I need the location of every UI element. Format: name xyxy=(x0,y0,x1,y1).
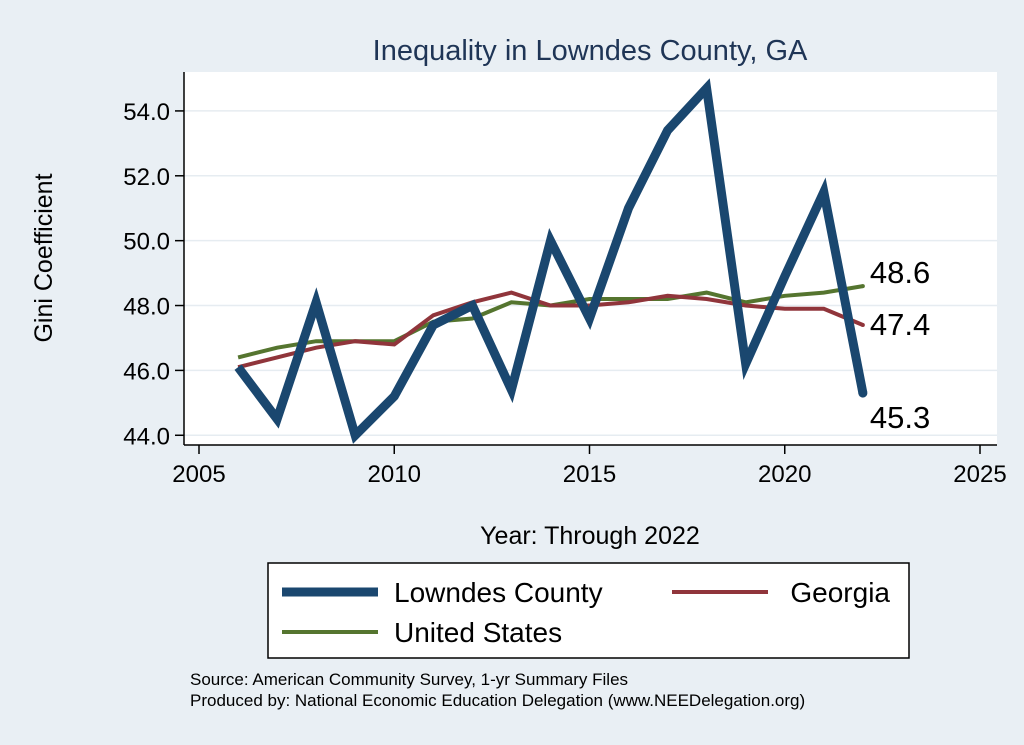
end-label-united-states: 48.6 xyxy=(870,255,930,290)
x-tick-label: 2015 xyxy=(563,461,616,488)
chart-title: Inequality in Lowndes County, GA xyxy=(373,35,808,67)
y-tick-label: 54.0 xyxy=(123,99,170,126)
y-tick-label: 44.0 xyxy=(123,423,170,450)
legend-box xyxy=(267,562,910,659)
series-end-point xyxy=(858,388,868,398)
series-end-point xyxy=(860,322,865,327)
legend: Lowndes County Georgia United States xyxy=(267,562,910,659)
legend-label-lowndes: Lowndes County xyxy=(394,577,603,608)
end-label-lowndes-county: 45.3 xyxy=(870,400,930,435)
source-note: Source: American Community Survey, 1-yr … xyxy=(190,669,805,711)
source-line: Source: American Community Survey, 1-yr … xyxy=(190,670,629,689)
y-axis-title: Gini Coefficient xyxy=(30,173,58,342)
series-line-lowndes-county xyxy=(234,78,868,444)
y-tick-label: 52.0 xyxy=(123,164,170,191)
legend-label-georgia: Georgia xyxy=(790,577,890,608)
producer-line: Produced by: National Economic Education… xyxy=(190,691,806,710)
y-tick-label: 48.0 xyxy=(123,294,170,321)
series-line-georgia xyxy=(237,290,864,370)
legend-label-united-states: United States xyxy=(394,617,562,648)
y-tick-label: 46.0 xyxy=(123,358,170,385)
series-end-point xyxy=(860,284,865,289)
x-tick-label: 2025 xyxy=(953,461,1006,488)
x-tick-label: 2005 xyxy=(172,461,225,488)
x-tick-label: 2010 xyxy=(368,461,421,488)
y-tick-label: 50.0 xyxy=(123,229,170,256)
x-axis-title: Year: Through 2022 xyxy=(480,522,700,550)
x-tick-label: 2020 xyxy=(758,461,811,488)
end-label-georgia: 47.4 xyxy=(870,307,930,342)
